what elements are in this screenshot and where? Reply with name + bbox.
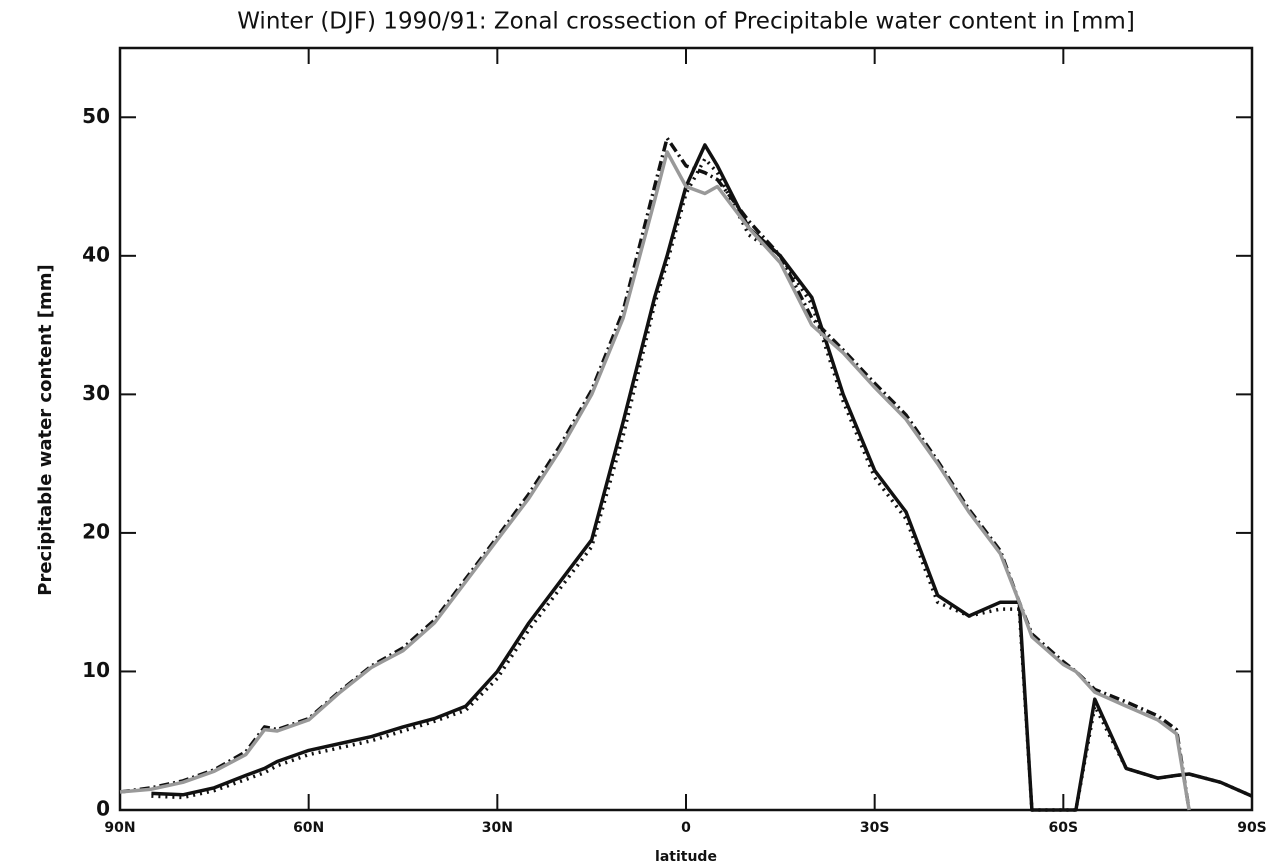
x-tick-label: 90N xyxy=(104,820,135,836)
chart-title: Winter (DJF) 1990/91: Zonal crossection … xyxy=(237,9,1135,35)
y-tick-label: 0 xyxy=(96,797,110,821)
y-tick-label: 10 xyxy=(82,658,110,682)
x-tick-label: 60N xyxy=(293,820,324,836)
series-line xyxy=(119,136,1191,811)
series-line xyxy=(119,150,1191,811)
x-tick-label: 60S xyxy=(1049,820,1079,836)
x-tick-label: 30N xyxy=(482,820,513,836)
x-tick-label: 90S xyxy=(1237,820,1267,836)
x-tick-label: 0 xyxy=(681,820,691,836)
x-axis-label: latitude xyxy=(655,849,717,865)
y-tick-label: 20 xyxy=(82,519,110,543)
y-tick-label: 30 xyxy=(82,381,110,405)
x-tick-label: 30S xyxy=(860,820,890,836)
y-tick-label: 50 xyxy=(82,104,110,128)
plot-frame xyxy=(118,46,1254,812)
y-tick-label: 40 xyxy=(82,242,110,266)
y-axis-label: Precipitable water content [mm] xyxy=(35,264,56,596)
